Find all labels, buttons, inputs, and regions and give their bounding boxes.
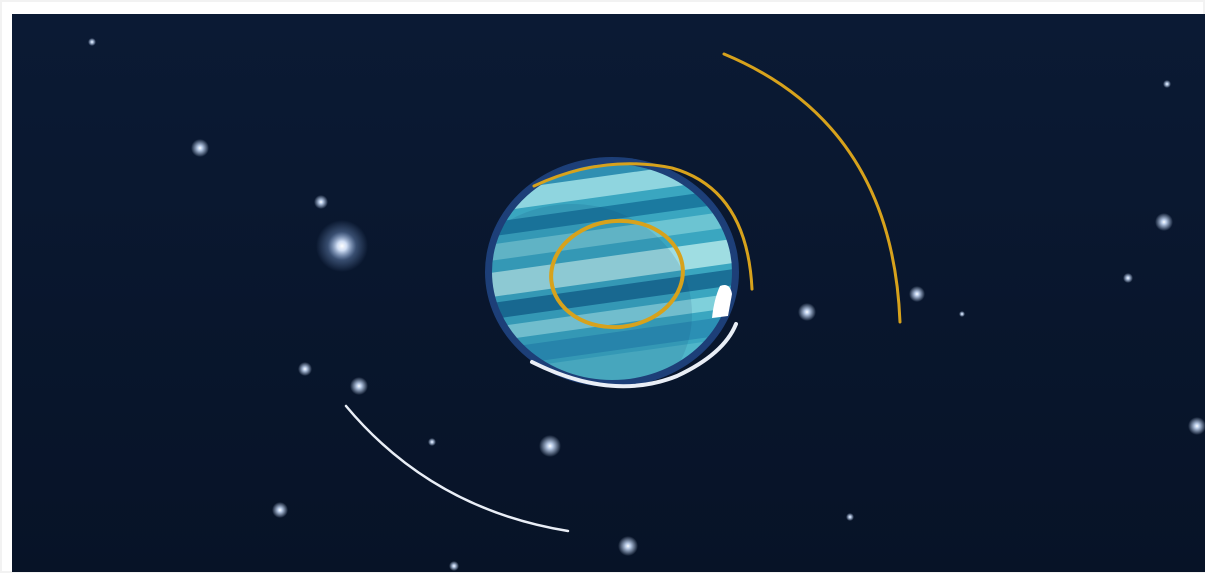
star-icon bbox=[298, 362, 312, 376]
star-icon bbox=[316, 220, 368, 272]
star-icon bbox=[846, 513, 854, 521]
star-icon bbox=[539, 435, 561, 457]
star-icon bbox=[191, 139, 209, 157]
star-icon bbox=[88, 38, 96, 46]
orbit-arc-icon bbox=[722, 52, 902, 324]
star-icon bbox=[1188, 417, 1205, 435]
star-icon bbox=[959, 311, 965, 317]
star-icon bbox=[798, 303, 816, 321]
star-icon bbox=[272, 502, 288, 518]
star-icon bbox=[314, 195, 328, 209]
star-icon bbox=[449, 561, 459, 571]
star-icon bbox=[1123, 273, 1133, 283]
space-illustration bbox=[12, 14, 1205, 572]
orbit-arc-icon bbox=[344, 404, 570, 533]
star-icon bbox=[1163, 80, 1171, 88]
star-icon bbox=[909, 286, 925, 302]
star-icon bbox=[618, 536, 638, 556]
star-icon bbox=[1155, 213, 1173, 231]
star-icon bbox=[428, 438, 436, 446]
orbit-arc-icon bbox=[532, 162, 754, 291]
star-icon bbox=[350, 377, 368, 395]
space-scene bbox=[12, 14, 1205, 572]
orbit-arc-icon bbox=[530, 322, 738, 389]
star-field bbox=[88, 38, 1205, 571]
